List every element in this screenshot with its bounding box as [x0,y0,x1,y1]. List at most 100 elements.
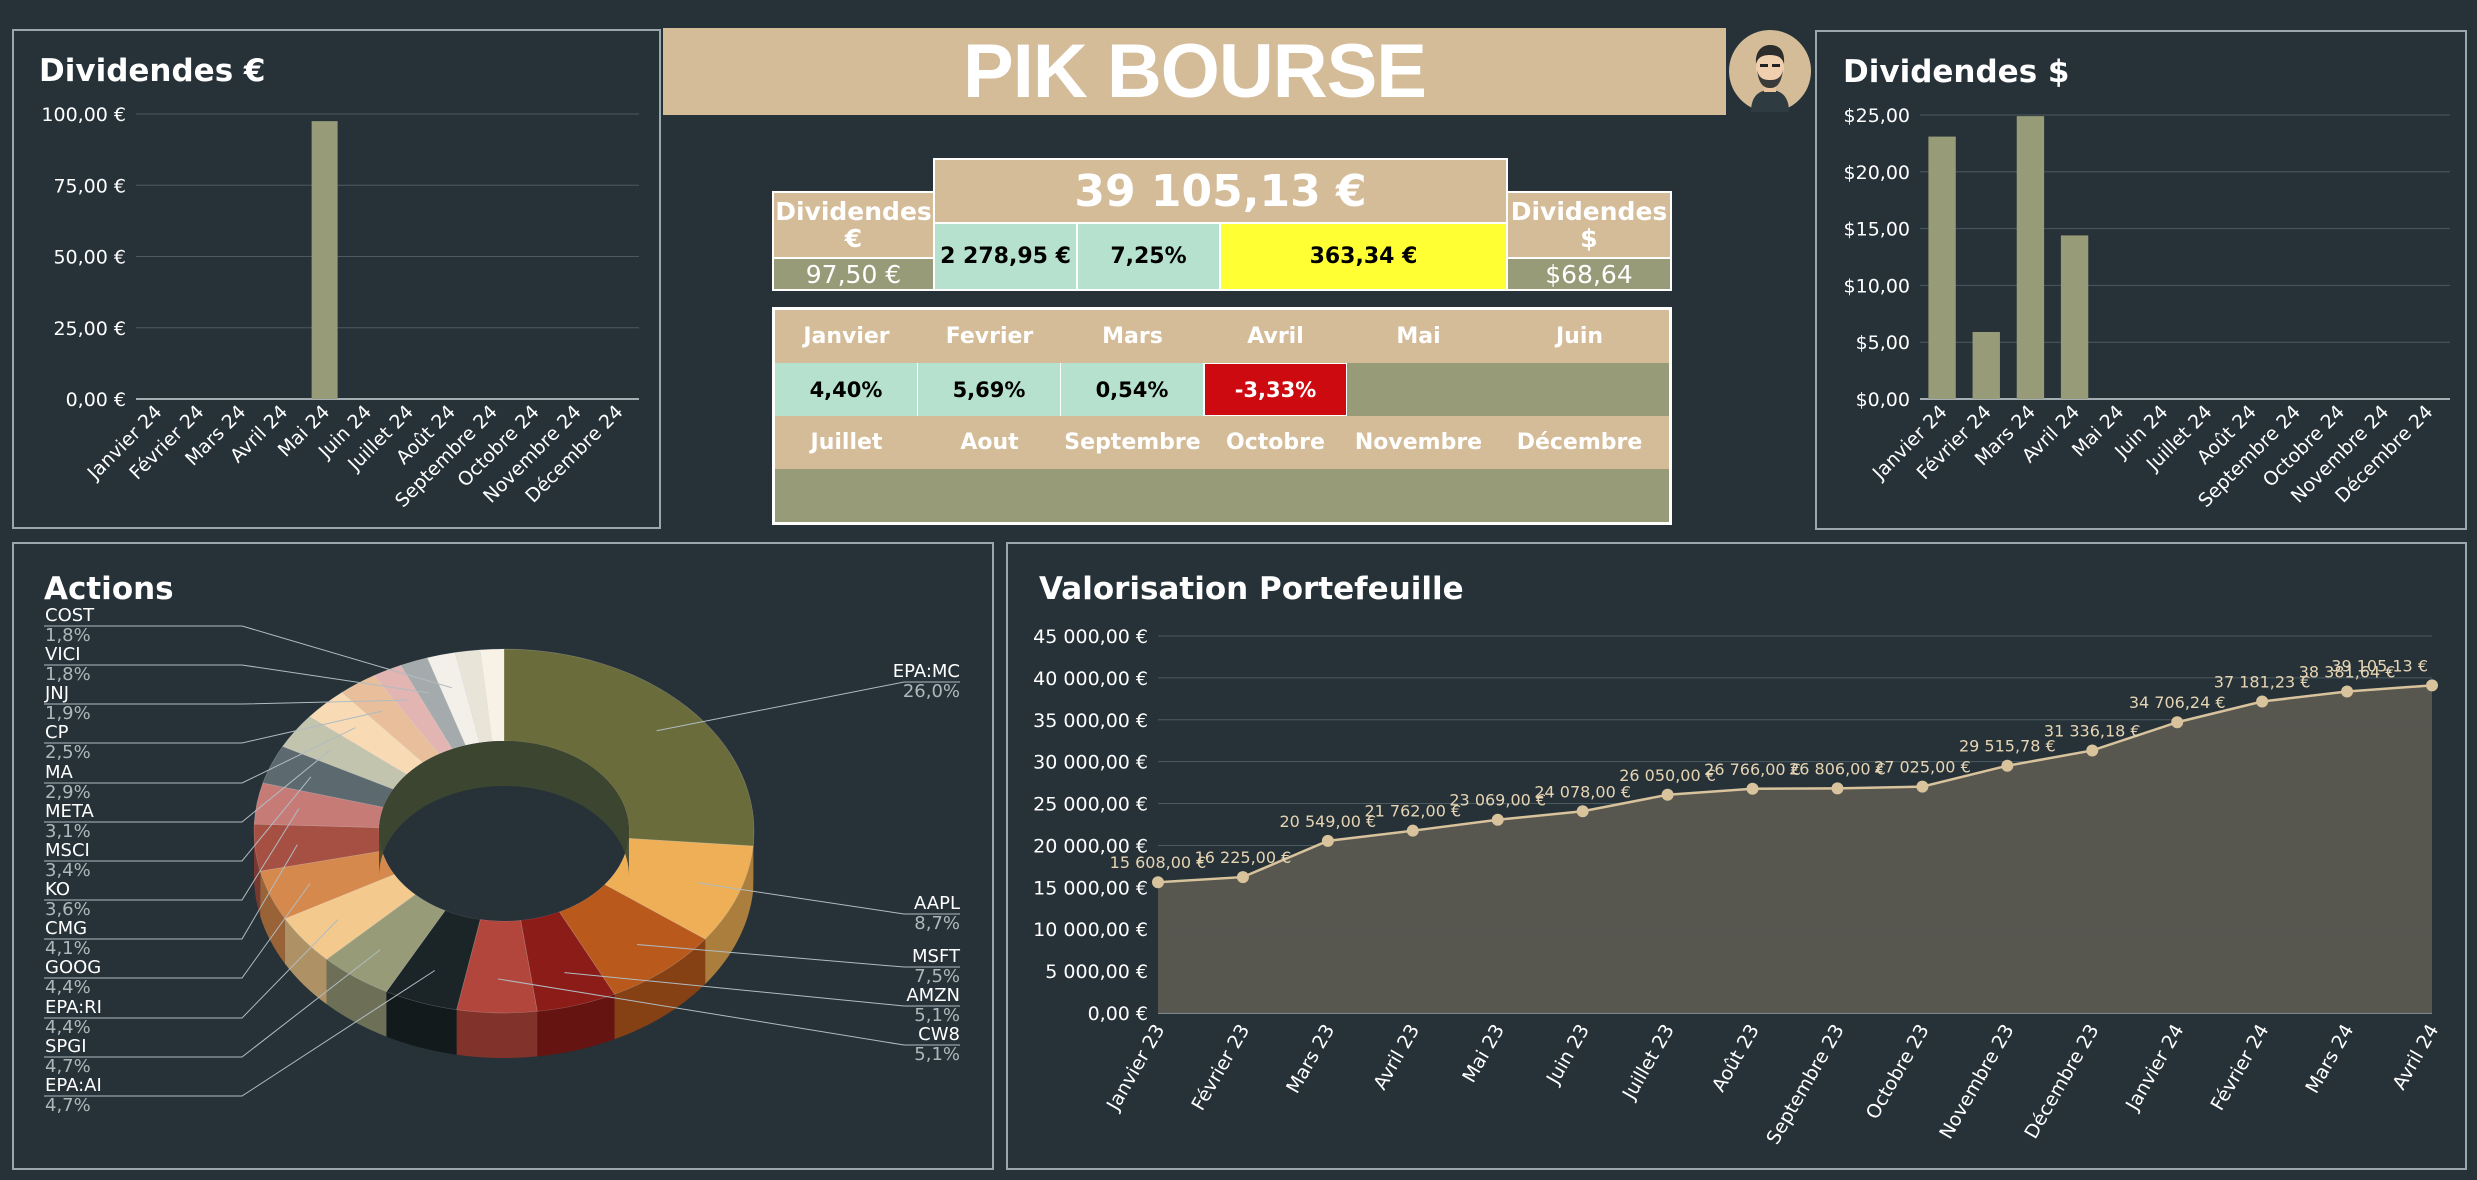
month-label-4: Mai [1396,324,1441,349]
portfolio-xtick-12: Janvier 24 [2121,1021,2188,1116]
portfolio-data-label-6: 26 050,00 € [1619,766,1716,785]
slice-pct-4: 5,1% [914,1044,960,1065]
portfolio-point-14 [2341,685,2354,698]
leader-line-14 [44,710,383,744]
leader-line-0 [656,681,960,732]
portfolio-point-1 [1236,871,1249,884]
portfolio-point-3 [1406,824,1419,837]
leader-line-17 [44,625,452,689]
donut-slice-4 [456,919,538,1014]
slice-pct-0: 26,0% [903,681,960,702]
month-value-1 [918,469,1061,522]
leader-line-15 [44,699,407,705]
month-label-4: Novembre [1354,430,1483,455]
slice-label-16: VICI [45,644,81,665]
portfolio-ytick-6: 30 000,00 € [1033,752,1148,774]
month-value-4 [1347,469,1490,522]
slice-pct-8: 4,4% [45,977,91,998]
portfolio-xtick-2: Mars 23 [1282,1021,1339,1098]
eur-ytick-4: 100,00 € [41,104,126,126]
portfolio-data-label-7: 26 766,00 € [1704,760,1801,779]
portfolio-xtick-3: Avril 23 [1369,1021,1424,1094]
donut-wall-5-0 [386,991,457,1055]
slice-pct-3: 5,1% [914,1005,960,1026]
slice-pct-5: 4,7% [45,1095,91,1116]
portfolio-data-label-2: 20 549,00 € [1280,812,1377,831]
portfolio-area [1158,685,2432,1013]
month-label-0: Janvier [803,324,890,349]
portfolio-point-9 [1916,780,1929,793]
leader-line-13 [44,727,356,784]
portfolio-data-label-3: 21 762,00 € [1364,802,1461,821]
values-row-2 [775,469,1669,522]
donut-wall-4-0 [456,1009,538,1058]
month-label-1: Aout [960,430,1019,455]
portfolio-point-10 [2001,759,2014,772]
slice-label-1: AAPL [914,893,960,914]
leader-line-4 [497,978,960,1046]
month-value-2 [1061,469,1204,522]
portfolio-data-label-10: 29 515,78 € [1959,737,2056,756]
app-banner-title: PIK BOURSE [663,28,1726,115]
leader-line-6 [44,949,381,1058]
month-value-1: 5,69% [918,363,1061,416]
slice-pct-15: 1,9% [45,703,91,724]
leader-line-10 [44,808,300,901]
slice-label-9: CMG [45,918,87,939]
portfolio-point-13 [2256,695,2269,708]
portfolio-xtick-0: Janvier 23 [1102,1021,1169,1116]
slice-pct-2: 7,5% [914,966,960,987]
month-label-5: Juin [1555,324,1604,349]
values-row-1: 4,40% 5,69% 0,54% -3,33% [775,363,1669,416]
donut-wall-6-0 [326,959,387,1037]
dividends-eur-label: Dividendes € [772,191,935,259]
usd-ytick-5: $25,00 [1844,105,1910,127]
man-avatar-icon[interactable] [1729,30,1811,112]
slice-pct-11: 3,4% [45,860,91,881]
portfolio-xtick-4: Mai 23 [1458,1021,1509,1087]
leader-line-9 [44,844,298,940]
usd-bar-1 [1972,331,2000,399]
slice-label-15: JNJ [44,683,69,704]
usd-ytick-2: $10,00 [1844,275,1910,297]
portfolio-data-label-1: 16 225,00 € [1195,848,1292,867]
total-value: 39 105,13 € [933,158,1508,224]
eur-ytick-2: 50,00 € [53,247,126,269]
actions-donut-chart: EPA:MC26,0%AAPL8,7%MSFT7,5%AMZN5,1%CW85,… [44,605,961,1116]
donut-wall-7-0 [284,918,327,1005]
portfolio-xtick-8: Septembre 23 [1762,1021,1848,1149]
portfolio-point-2 [1321,834,1334,847]
portfolio-xtick-1: Février 23 [1187,1021,1254,1115]
leader-line-3 [564,972,960,1007]
slice-label-17: COST [45,605,95,626]
actions-panel: Actions EPA:MC 26,0% AAPL 8,7% MSFT 7,5% AMZN 5… [12,542,994,1170]
slice-pct-1: 8,7% [914,913,960,934]
leader-line-5 [44,970,436,1097]
avatar-svg [1751,45,1789,112]
portfolio-point-0 [1152,876,1164,889]
portfolio-data-label-5: 24 078,00 € [1534,782,1631,801]
usd-ytick-0: $0,00 [1856,389,1910,411]
portfolio-point-6 [1661,788,1674,801]
dividends-eur-value: 97,50 € [772,257,935,291]
portfolio-data-label-12: 34 706,24 € [2129,693,2226,712]
leader-line-8 [44,883,311,979]
donut-hole-inner [379,741,629,876]
slice-pct-16: 1,8% [45,664,91,685]
portfolio-point-11 [2086,744,2099,757]
dividends-usd-panel: Dividendes $ $0,00 $5,00 $10,00 $15,00 $20,0… [1815,30,2467,530]
months-row-1: Janvier Fevrier Mars Avril Mai Juin [775,310,1669,363]
leader-line-11 [44,776,312,862]
month-value-3: -3,33% [1204,363,1347,416]
usd-ytick-1: $5,00 [1856,332,1910,354]
month-label-1: Fevrier [945,324,1034,349]
donut-wall-0-0 [753,831,754,892]
portfolio-point-12 [2171,716,2184,729]
portfolio-data-label-11: 31 336,18 € [2044,721,2141,740]
portfolio-point-8 [1831,782,1844,795]
portfolio-point-4 [1491,813,1504,826]
slice-label-4: CW8 [918,1024,960,1045]
slice-label-13: MA [45,762,74,783]
leader-line-7 [44,919,339,1019]
portfolio-title: Valorisation Portefeuille [1039,571,1464,607]
